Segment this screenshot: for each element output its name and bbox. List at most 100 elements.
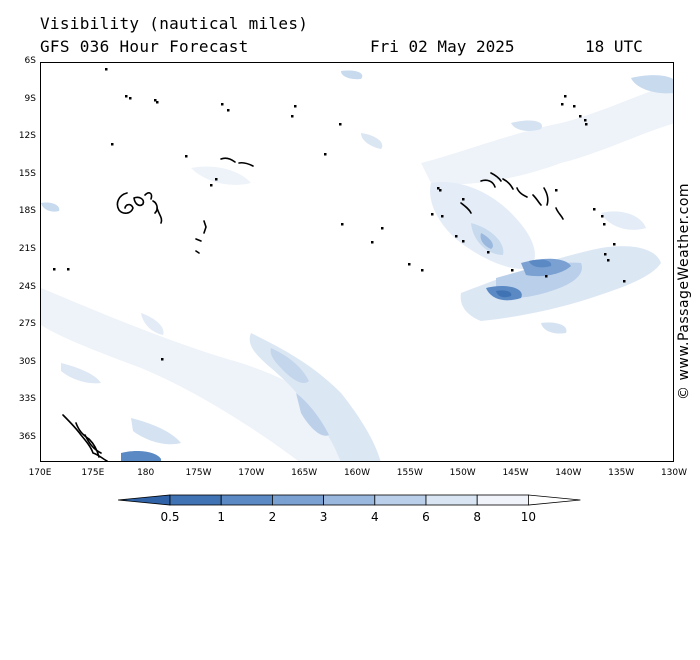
legend-swatch bbox=[169, 494, 222, 506]
lon-label: 155W bbox=[396, 468, 423, 478]
lon-label: 175E bbox=[81, 468, 105, 478]
haze-patch bbox=[121, 451, 161, 461]
lon-label: 145W bbox=[502, 468, 529, 478]
lat-label: 6S bbox=[24, 56, 36, 66]
lat-label: 9S bbox=[24, 93, 36, 104]
fiji-outline bbox=[144, 192, 153, 200]
island-dot bbox=[371, 241, 374, 244]
haze-patch bbox=[511, 120, 542, 131]
island-dot bbox=[53, 268, 56, 271]
visibility-shading bbox=[41, 70, 673, 461]
lon-label: 135W bbox=[608, 468, 635, 478]
forecast-time: 18 UTC bbox=[585, 37, 643, 56]
island-dot bbox=[437, 187, 440, 190]
haze-patch bbox=[631, 75, 673, 94]
island-dot bbox=[462, 198, 465, 201]
tonga-outline bbox=[195, 238, 202, 242]
island-dot bbox=[455, 235, 458, 238]
copyright-text: © www.PassageWeather.com bbox=[676, 182, 692, 400]
island-dot bbox=[623, 280, 626, 283]
samoa-outline bbox=[238, 161, 254, 167]
map-canvas bbox=[41, 68, 673, 461]
samoa-outline bbox=[220, 157, 236, 163]
legend-label: 10 bbox=[520, 510, 537, 524]
island-dot bbox=[227, 109, 230, 112]
island-dot bbox=[601, 215, 604, 218]
island-dot bbox=[441, 215, 444, 218]
legend-label: 8 bbox=[473, 510, 482, 524]
island-dot bbox=[221, 103, 224, 106]
haze-patch bbox=[601, 211, 646, 230]
haze-patch bbox=[270, 348, 309, 384]
legend-label: 2 bbox=[268, 510, 277, 524]
legend-swatch bbox=[476, 494, 529, 506]
haze-patch bbox=[480, 233, 493, 249]
haze-patch bbox=[361, 133, 383, 149]
island-dot bbox=[585, 123, 588, 126]
legend-arrow-high bbox=[527, 494, 581, 506]
island-dot bbox=[561, 103, 564, 106]
fiji-outline bbox=[156, 207, 163, 224]
lon-label: 140W bbox=[555, 468, 582, 478]
legend-swatch bbox=[374, 494, 427, 506]
island-dot bbox=[125, 95, 128, 98]
haze-patch bbox=[41, 288, 371, 461]
island-dot bbox=[111, 143, 114, 146]
cook-islands-outline bbox=[460, 202, 472, 214]
island-dot bbox=[613, 243, 616, 246]
island-dot bbox=[67, 268, 70, 271]
lat-label: 33S bbox=[18, 394, 36, 405]
island-dot bbox=[339, 123, 342, 126]
chart-title: Visibility (nautical miles) bbox=[40, 14, 309, 33]
island-dot bbox=[154, 99, 157, 102]
island-dot bbox=[421, 269, 424, 272]
island-dot bbox=[291, 115, 294, 118]
haze-patch bbox=[341, 70, 363, 80]
haze-patch bbox=[41, 202, 60, 212]
legend-arrow-low bbox=[118, 494, 171, 506]
legend-swatch bbox=[271, 494, 324, 506]
lat-label: 12S bbox=[18, 131, 36, 142]
haze-patch bbox=[296, 393, 329, 436]
copyright-notice: © www.PassageWeather.com bbox=[676, 183, 696, 660]
lon-label: 130W bbox=[660, 468, 688, 478]
island-dot bbox=[215, 178, 218, 181]
tonga-outline bbox=[203, 220, 207, 234]
island-dot bbox=[324, 153, 327, 156]
island-dot bbox=[156, 101, 159, 104]
island-dot bbox=[564, 95, 567, 98]
lat-label: 36S bbox=[18, 432, 36, 442]
haze-patch bbox=[191, 166, 251, 185]
island-dot bbox=[210, 184, 213, 187]
legend-label: 3 bbox=[319, 510, 328, 524]
lon-label: 180 bbox=[137, 468, 155, 478]
lon-label: 170W bbox=[238, 468, 265, 478]
haze-patch bbox=[141, 313, 164, 335]
lat-label: 18S bbox=[18, 206, 36, 217]
island-dot bbox=[545, 275, 548, 278]
forecast-subtitle: GFS 036 Hour Forecast bbox=[40, 37, 249, 56]
lat-label: 15S bbox=[18, 168, 36, 179]
haze-patch bbox=[421, 83, 673, 185]
lat-label: 21S bbox=[18, 244, 36, 254]
forecast-date: Fri 02 May 2025 bbox=[370, 37, 515, 56]
island-dot bbox=[607, 259, 610, 262]
island-dot bbox=[487, 251, 490, 254]
island-dot bbox=[555, 189, 558, 192]
fiji-outline bbox=[116, 192, 134, 214]
haze-patch bbox=[61, 363, 101, 384]
haze-patch bbox=[131, 418, 181, 445]
island-dot bbox=[185, 155, 188, 158]
legend-label: 6 bbox=[422, 510, 430, 524]
fiji-outline bbox=[133, 196, 145, 207]
island-dot bbox=[341, 223, 344, 226]
island-dot bbox=[161, 358, 164, 361]
island-dot bbox=[579, 115, 582, 118]
island-dot bbox=[593, 208, 596, 211]
tahiti-outline bbox=[480, 179, 496, 188]
island-dot bbox=[105, 68, 108, 71]
new-zealand-outline bbox=[62, 414, 108, 461]
island-dot bbox=[129, 97, 132, 100]
island-dot bbox=[381, 227, 384, 230]
lon-label: 165W bbox=[291, 468, 318, 478]
